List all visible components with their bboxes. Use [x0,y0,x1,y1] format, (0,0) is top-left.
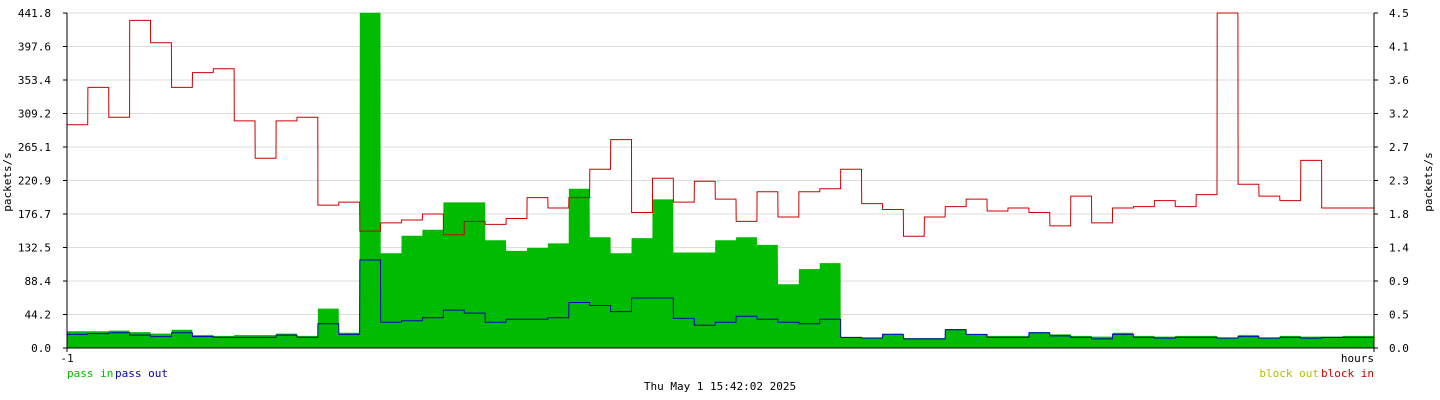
y-right-tick-label: 4.1 [1389,41,1409,54]
series-block-in-line [67,12,1374,237]
legend-block-in: block in [1321,367,1374,380]
y-left-tick-label: 88.4 [25,275,52,288]
legend-pass-out: pass out [115,367,168,380]
y-right-tick-label: 0.5 [1389,309,1409,322]
axes [66,13,1375,352]
y-right-tick-label: 3.2 [1389,108,1409,121]
y-left-tick-label: 44.2 [25,309,52,322]
legend-block-out: block out [1259,367,1319,380]
y-right-tick-label: 2.7 [1389,141,1409,154]
timestamp: Thu May 1 15:42:02 2025 [644,380,796,393]
y-left-tick-label: 441.8 [18,7,51,20]
y-axis-label-right: packets/s [1422,152,1435,212]
y-left-tick-label: 397.6 [18,41,51,54]
y-left-tick-label: 353.4 [18,74,51,87]
y-left-tick-label: 0.0 [31,342,51,355]
y-right-tick-label: 2.3 [1389,175,1409,188]
x-start-label: -1 [60,352,73,365]
series-pass-in-area [67,12,1374,349]
y-right-tick-label: 0.0 [1389,342,1409,355]
y-left-tick-label: 309.2 [18,108,51,121]
y-left-tick-label: 265.1 [18,141,51,154]
y-left-tick-labels: 0.0 44.2 88.4 132.5 176.7 220.9 265.1 309.2 353.… [18,7,51,355]
y-axis-label-left: packets/s [1,152,14,212]
legend-right: block out block in [1259,367,1374,380]
legend-pass-in: pass in [67,367,113,380]
y-left-tick-label: 220.9 [18,175,51,188]
legend-left: pass in pass out [67,367,168,380]
y-right-tick-labels: 0.0 0.5 0.9 1.4 1.8 2.3 2.7 3.2 3.6 4.1 4.5 [1389,7,1409,355]
y-left-tick-label: 132.5 [18,242,51,255]
y-left-tick-label: 176.7 [18,208,51,221]
y-right-tick-label: 1.8 [1389,208,1409,221]
y-right-tick-label: 1.4 [1389,242,1409,255]
y-right-tick-label: 3.6 [1389,74,1409,87]
series-pass-out-line [67,259,1374,340]
y-right-tick-label: 0.9 [1389,275,1409,288]
x-end-label: hours [1341,352,1374,365]
y-right-tick-label: 4.5 [1389,7,1409,20]
